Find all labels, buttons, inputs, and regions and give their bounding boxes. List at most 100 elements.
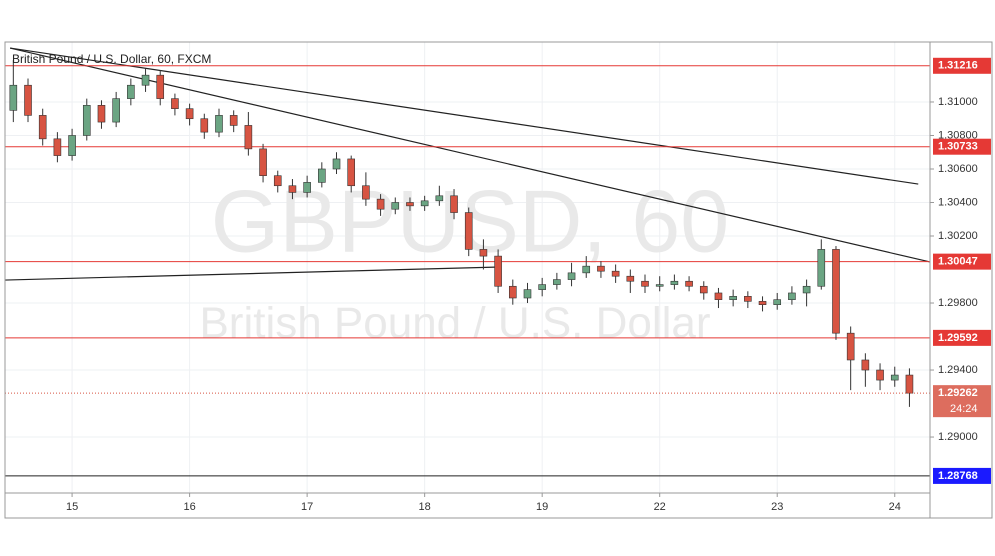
candle-body	[582, 265, 591, 274]
candle-body	[229, 115, 238, 126]
y-tick-label: 1.29000	[938, 431, 978, 443]
candle-body	[127, 84, 135, 99]
candle-body	[861, 359, 870, 371]
countdown: 24:24	[950, 403, 978, 415]
candle-body	[362, 185, 370, 200]
level-label: 1.30733	[938, 141, 978, 153]
level-label-box	[933, 253, 991, 270]
candle-body	[141, 74, 150, 86]
candle-body	[773, 299, 782, 305]
candle-body	[24, 84, 32, 116]
candle-body	[905, 374, 914, 394]
y-tick-label: 1.30200	[938, 230, 978, 242]
candle-body	[494, 255, 502, 287]
x-tick-label: 15	[66, 501, 78, 513]
candle-body	[259, 148, 267, 176]
plot	[4, 47, 931, 477]
candle-body	[97, 105, 106, 123]
candle-body	[450, 195, 458, 213]
candle-body	[876, 369, 884, 381]
candle-body	[185, 108, 194, 120]
x-tick-label: 23	[771, 501, 783, 513]
y-tick-label: 1.30600	[938, 163, 978, 175]
y-tick-label: 1.30800	[938, 129, 978, 141]
candle-body	[597, 265, 605, 272]
level-label: 1.28768	[938, 470, 978, 482]
candle-body	[890, 374, 899, 381]
candle-body	[758, 301, 767, 305]
level-label-box	[933, 467, 991, 484]
candle-body	[464, 212, 473, 250]
candle-body	[699, 285, 708, 294]
y-tick-label: 1.31000	[938, 96, 978, 108]
candle-body	[626, 275, 635, 282]
candle-body	[38, 115, 47, 140]
candle-body	[420, 200, 429, 207]
x-tick-label: 22	[654, 501, 666, 513]
x-tick-label: 19	[536, 501, 548, 513]
x-tick-label: 18	[419, 501, 431, 513]
candle-body	[288, 185, 297, 193]
level-label-box	[933, 138, 991, 155]
candle-body	[9, 84, 18, 111]
candle-body	[156, 74, 165, 99]
candle-body	[406, 202, 414, 207]
chart-title: British Pound / U.S. Dollar, 60, FXCM	[12, 52, 211, 66]
candle-body	[303, 182, 311, 193]
candle-body	[68, 135, 76, 156]
axes: 1.29000 1.29400 1.29800 1.30200 1.30400 1.306…	[66, 57, 991, 513]
grid	[5, 42, 930, 493]
candle-body	[567, 272, 576, 280]
level-label: 1.30047	[938, 256, 978, 268]
candle-body	[538, 284, 546, 290]
candle-body	[670, 280, 679, 285]
candle-body	[200, 118, 209, 133]
candle-body	[611, 270, 620, 277]
candle-body	[729, 296, 737, 300]
x-tick-label: 16	[183, 501, 195, 513]
candle-body	[332, 158, 341, 170]
candle-body	[53, 138, 62, 156]
candle-body	[523, 289, 532, 299]
candle-body	[802, 285, 811, 294]
watermark-subtitle: British Pound / U.S. Dollar	[199, 299, 710, 348]
candle-body	[347, 158, 356, 187]
candle-body	[685, 280, 693, 287]
trendline	[10, 47, 919, 185]
candle-body	[817, 249, 826, 287]
candle-body	[744, 296, 752, 302]
candle-body	[553, 279, 561, 285]
candle-body	[171, 98, 179, 109]
candle-body	[479, 249, 488, 257]
level-label-box	[933, 57, 991, 74]
y-tick-label: 1.29800	[938, 297, 978, 309]
last-price-box	[933, 385, 991, 418]
level-label-box	[933, 329, 991, 346]
candle-body	[112, 98, 120, 123]
price-axis-frame	[929, 41, 993, 519]
y-tick-label: 1.29400	[938, 364, 978, 376]
candle-body	[244, 125, 253, 150]
x-tick-label: 24	[889, 501, 901, 513]
level-label: 1.29592	[938, 332, 978, 344]
trendline	[4, 266, 501, 281]
x-tick-label: 17	[301, 501, 313, 513]
candle-body	[435, 195, 444, 202]
candle-body	[376, 198, 385, 210]
candle-body	[273, 175, 282, 187]
level-label: 1.31216	[938, 60, 978, 72]
candle-body	[82, 105, 91, 136]
candle-body	[846, 332, 855, 361]
y-tick-label: 1.30400	[938, 196, 978, 208]
candle-body	[508, 285, 517, 299]
candle-body	[788, 292, 796, 300]
candle-body	[832, 249, 840, 334]
last-price-label: 1.29262	[938, 387, 978, 399]
candle-body	[714, 292, 723, 300]
candle-body	[215, 115, 223, 133]
candle-body	[655, 284, 664, 287]
candle-body	[641, 280, 649, 287]
candle-body	[391, 202, 400, 210]
candle-body	[318, 168, 326, 183]
